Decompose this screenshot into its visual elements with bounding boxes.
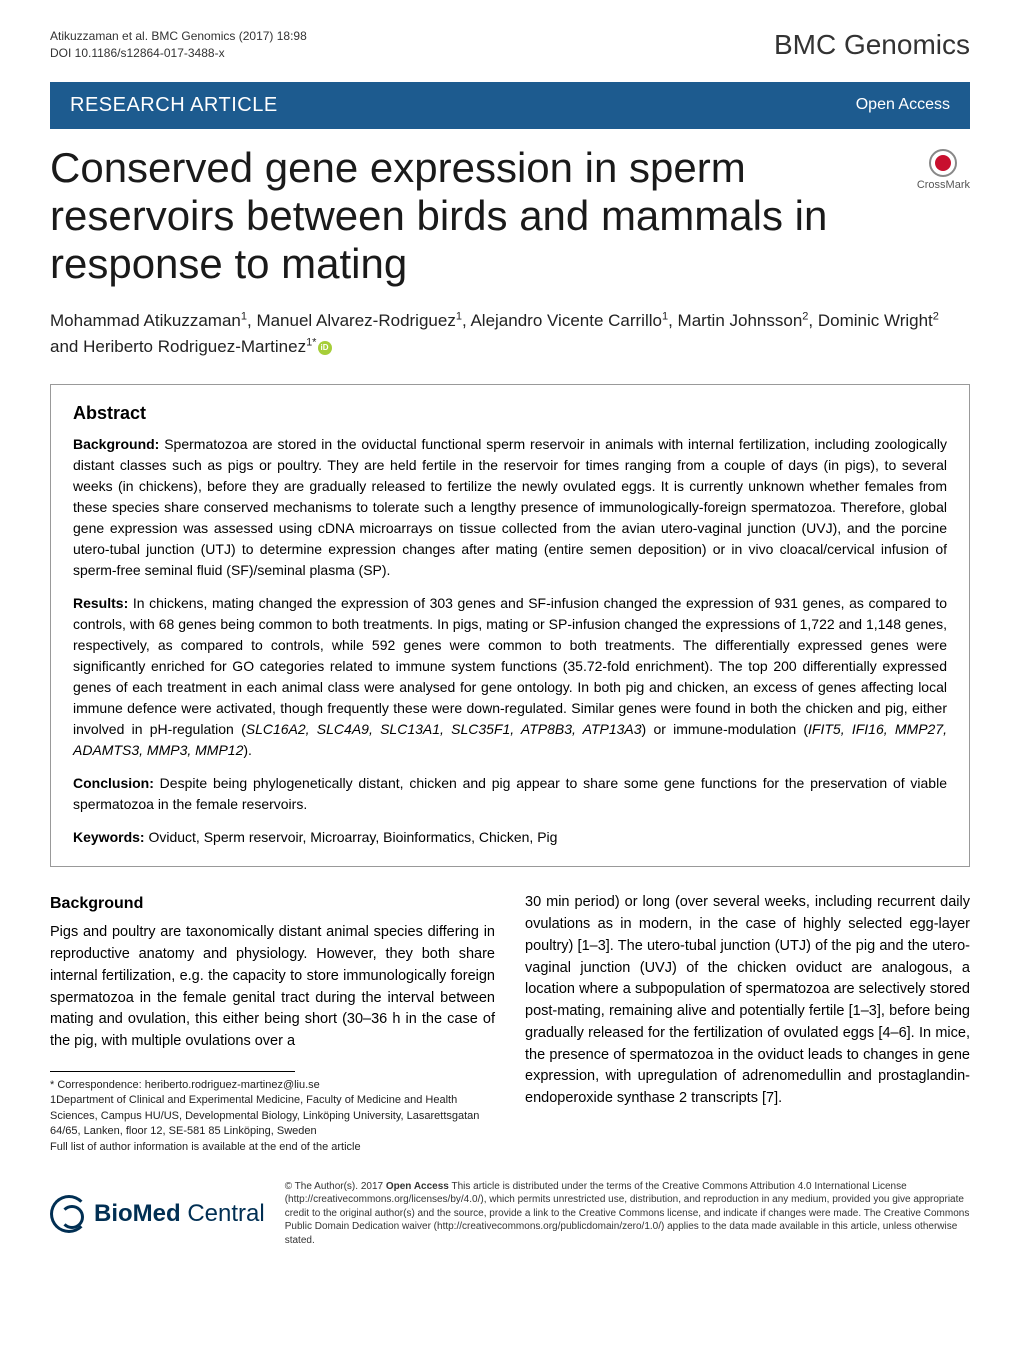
abstract-heading: Abstract [73, 403, 947, 424]
abstract-background: Background: Spermatozoa are stored in th… [73, 434, 947, 581]
conclusion-text: Despite being phylogenetically distant, … [73, 775, 947, 812]
results-text-2: ) or immune-modulation ( [642, 721, 808, 737]
doi-line: DOI 10.1186/s12864-017-3488-x [50, 45, 307, 62]
title-block: Conserved gene expression in sperm reser… [50, 144, 970, 289]
right-column: 30 min period) or long (over several wee… [525, 892, 970, 1154]
left-column: Background Pigs and poultry are taxonomi… [50, 892, 495, 1154]
results-label: Results: [73, 595, 128, 611]
body-columns: Background Pigs and poultry are taxonomi… [50, 892, 970, 1154]
citation-line: Atikuzzaman et al. BMC Genomics (2017) 1… [50, 28, 307, 45]
abstract-keywords: Keywords: Oviduct, Sperm reservoir, Micr… [73, 827, 947, 848]
results-text-1: In chickens, mating changed the expressi… [73, 595, 947, 737]
department-line: 1Department of Clinical and Experimental… [50, 1093, 495, 1139]
abstract-box: Abstract Background: Spermatozoa are sto… [50, 384, 970, 867]
article-title: Conserved gene expression in sperm reser… [50, 144, 970, 289]
citation-block: Atikuzzaman et al. BMC Genomics (2017) 1… [50, 28, 307, 62]
footnote-block: * Correspondence: heriberto.rodriguez-ma… [50, 1078, 495, 1155]
abstract-conclusion: Conclusion: Despite being phylogenetical… [73, 773, 947, 815]
conclusion-label: Conclusion: [73, 775, 154, 791]
crossmark-label: CrossMark [917, 179, 970, 191]
page-header: Atikuzzaman et al. BMC Genomics (2017) 1… [0, 0, 1020, 72]
results-genes-1: SLC16A2, SLC4A9, SLC13A1, SLC35F1, ATP8B… [246, 721, 642, 737]
biomed-central-logo: BioMed Central [50, 1195, 265, 1233]
background-heading: Background [50, 892, 495, 916]
left-column-text: Pigs and poultry are taxonomically dista… [50, 922, 495, 1053]
bmc-logo-text-bold: BioMed [94, 1200, 181, 1227]
authors-text: Mohammad Atikuzzaman1, Manuel Alvarez-Ro… [50, 311, 939, 356]
bmc-logo-text: Central [181, 1200, 265, 1227]
journal-name: BMC Genomics [774, 29, 970, 61]
crossmark-badge[interactable]: CrossMark [917, 149, 970, 191]
author-list: Mohammad Atikuzzaman1, Manuel Alvarez-Ro… [50, 308, 970, 359]
right-column-text: 30 min period) or long (over several wee… [525, 892, 970, 1110]
license-prefix: © The Author(s). 2017 [285, 1181, 386, 1192]
bmc-swirl-icon [50, 1195, 88, 1233]
keywords-text: Oviduct, Sperm reservoir, Microarray, Bi… [145, 829, 558, 845]
correspondence-line: * Correspondence: heriberto.rodriguez-ma… [50, 1078, 495, 1093]
keywords-label: Keywords: [73, 829, 145, 845]
article-type: RESEARCH ARTICLE [70, 94, 278, 117]
background-label: Background: [73, 436, 159, 452]
full-author-info-line: Full list of author information is avail… [50, 1140, 495, 1155]
open-access-label: Open Access [856, 96, 950, 114]
section-banner: RESEARCH ARTICLE Open Access [50, 82, 970, 129]
abstract-results: Results: In chickens, mating changed the… [73, 593, 947, 761]
footnote-rule [50, 1071, 295, 1072]
page-footer: BioMed Central © The Author(s). 2017 Ope… [50, 1180, 970, 1248]
license-open-access: Open Access [386, 1181, 449, 1192]
results-text-3: ). [243, 742, 252, 758]
crossmark-icon [929, 149, 957, 177]
license-text: © The Author(s). 2017 Open Access This a… [285, 1180, 970, 1248]
orcid-icon[interactable] [318, 341, 332, 355]
background-text: Spermatozoa are stored in the oviductal … [73, 436, 947, 578]
